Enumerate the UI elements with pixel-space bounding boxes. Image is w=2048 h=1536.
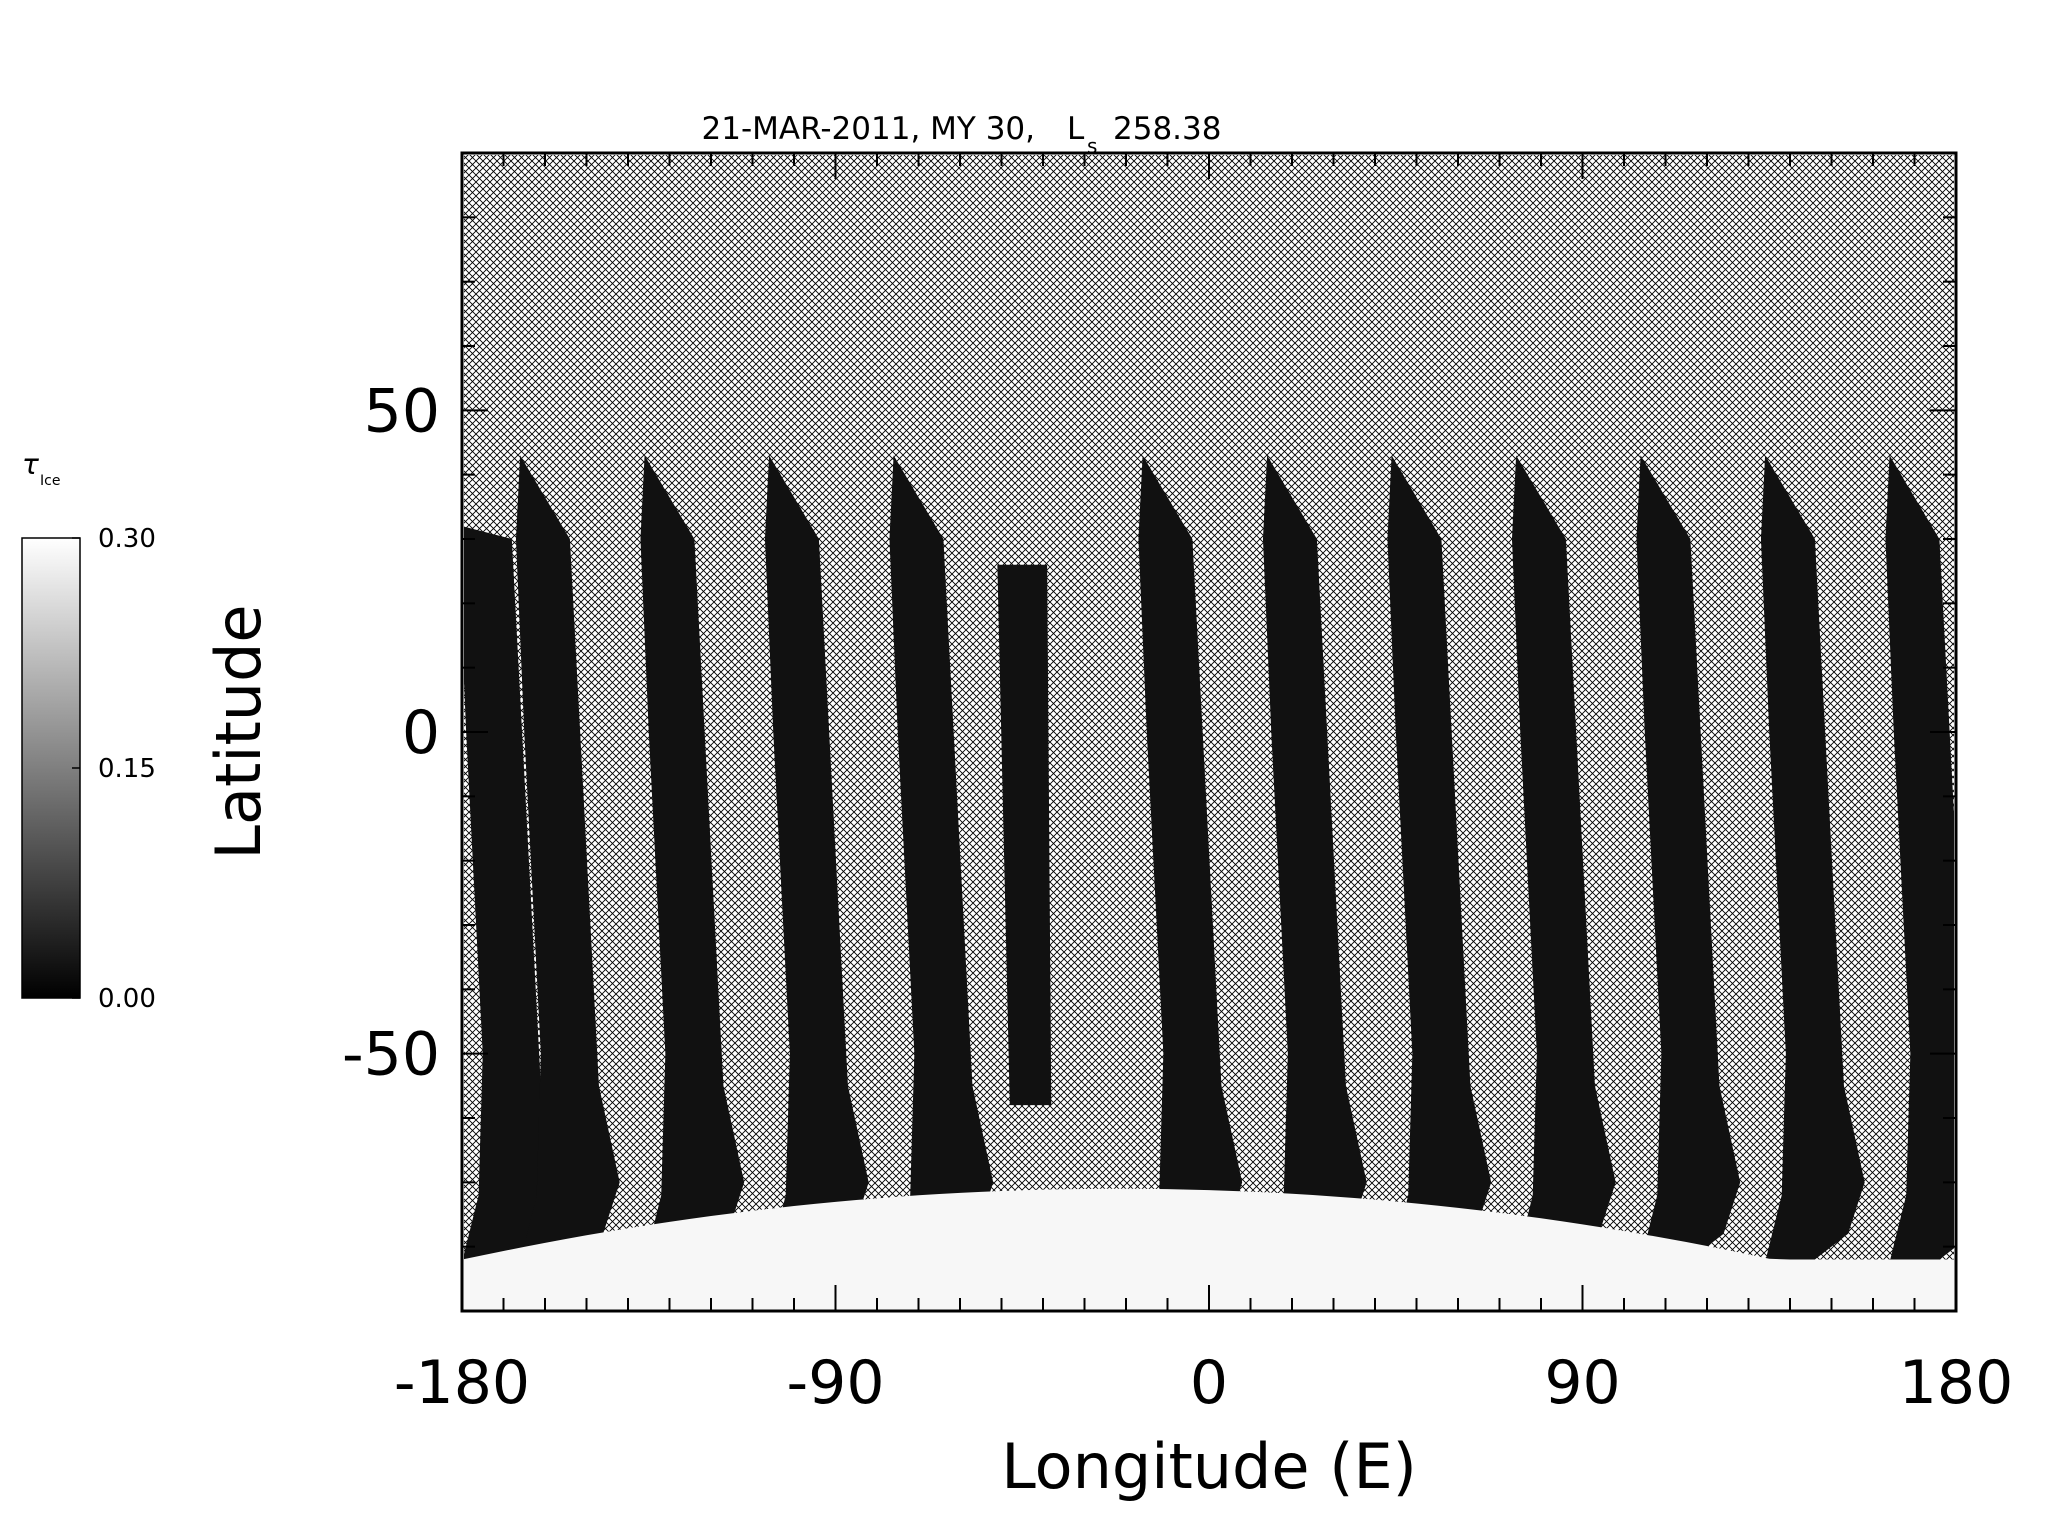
y-tick-label: 50 [364, 376, 440, 446]
x-axis-title: Longitude (E) [1001, 1430, 1417, 1503]
ice-swath-short [997, 564, 1052, 1106]
ice-swath [515, 455, 620, 1279]
ice-swath [889, 455, 994, 1279]
x-tick-label: 90 [1544, 1348, 1620, 1418]
chart-title-ls: L [1067, 111, 1085, 147]
x-tick-label: 0 [1190, 1348, 1228, 1418]
y-axis-title: Latitude [202, 604, 275, 859]
colorbar-tick-label: 0.00 [98, 984, 156, 1014]
colorbar-title: τ [22, 448, 39, 481]
y-tick-labels: 50 0 -50 [342, 376, 440, 1089]
x-tick-labels: -180 -90 0 90 180 [394, 1348, 2013, 1418]
x-minor-ticks [461, 153, 1957, 1311]
chart-title-ls-value: 258.38 [1113, 111, 1221, 147]
colorbar-tick-label: 0.15 [98, 754, 156, 784]
colorbar-tick-label: 0.30 [98, 524, 156, 554]
ice-swath [1885, 455, 1954, 1279]
swath-layer [464, 455, 1954, 1279]
y-tick-label: -50 [342, 1020, 440, 1090]
ice-swath [1387, 455, 1492, 1279]
ice-swath [640, 455, 745, 1279]
ice-swath [1262, 455, 1367, 1279]
x-tick-label: -90 [787, 1348, 885, 1418]
y-minor-ticks [462, 152, 1956, 1312]
chart-title-ls-subscript: s [1087, 134, 1097, 158]
x-tick-label: -180 [394, 1348, 530, 1418]
ice-swath [1138, 455, 1243, 1279]
plot-area [464, 155, 1954, 1309]
ice-swath [464, 526, 562, 1278]
ice-swath [1636, 455, 1741, 1279]
ice-swath [1511, 455, 1616, 1279]
colorbar-ticks: 0.30 0.15 0.00 [72, 524, 156, 1014]
colorbar-gradient [21, 537, 81, 999]
x-tick-label: 180 [1899, 1348, 2014, 1418]
chart-title: 21-MAR-2011, MY 30, [702, 111, 1036, 147]
colorbar: τ Ice 0.30 0.15 0.00 [21, 448, 156, 1014]
polar-cap-layer [464, 1188, 1954, 1309]
y-tick-label: 0 [402, 698, 440, 768]
ice-swath [1760, 455, 1865, 1279]
colorbar-title-subscript: Ice [40, 473, 60, 489]
ice-swath [764, 455, 869, 1279]
south-polar-cap [464, 1188, 1954, 1309]
